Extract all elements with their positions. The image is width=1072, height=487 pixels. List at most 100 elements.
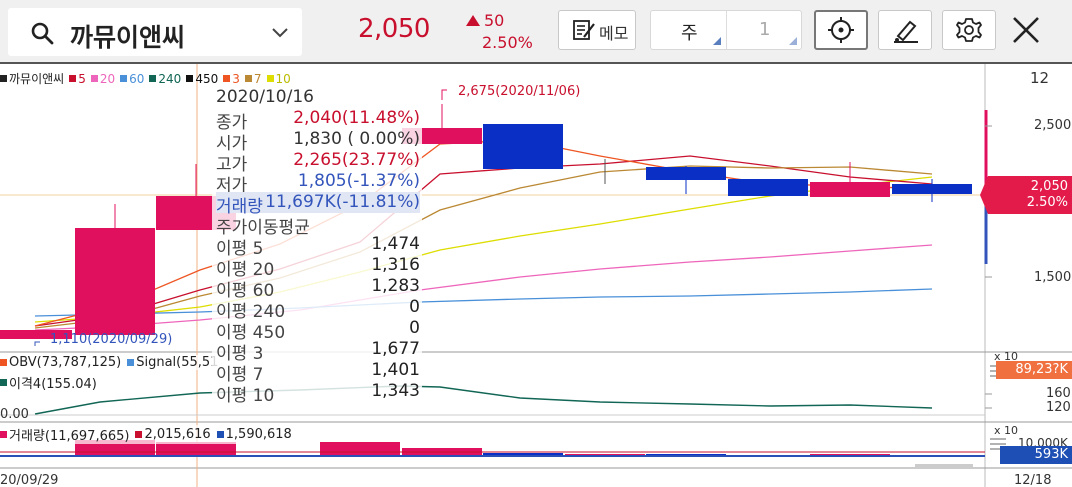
info-label: 이평 60 (216, 281, 275, 301)
info-label: 저가 (216, 176, 248, 196)
info-label: 고가 (216, 155, 248, 175)
obv-line (34, 385, 933, 415)
volume-ma-label: 1,590,618 (225, 427, 292, 442)
legend-ma: 10 (275, 71, 291, 86)
info-label: 이평 7 (216, 365, 264, 385)
period-selector: 주 1 (650, 10, 802, 50)
volume-ma-label: 2,015,616 (144, 427, 211, 442)
info-value: 11,697K(-11.81%) (265, 192, 420, 212)
price-tag-rate: 2.50% (1026, 195, 1068, 210)
draw-tool-button[interactable] (878, 10, 932, 50)
info-label: 이평 10 (216, 386, 275, 406)
info-row: 이평 7 1,401 (216, 360, 420, 385)
search-icon (31, 22, 54, 45)
low-annotation: 1,110(2020/09/29) (50, 332, 173, 347)
info-row: 이평 10 1,343 (216, 381, 420, 406)
stock-search-box[interactable]: 까뮤이앤씨 (8, 8, 302, 56)
candle-10 (892, 179, 972, 202)
top-toolbar: 까뮤이앤씨 2,050 50 2.50% 메모 주 1 (0, 0, 1072, 62)
info-value: 0 (409, 297, 420, 317)
price-change: 50 2.50% (464, 11, 544, 55)
candle-1 (0, 330, 72, 339)
obv-axis-160: 160 (1046, 386, 1071, 401)
volume-multiplier: x 10 (994, 424, 1019, 437)
candle-5 (483, 124, 563, 169)
info-row: 시가 1,830 ( 0.00%) (216, 129, 420, 154)
candle-2 (75, 204, 155, 335)
current-price-tag: 2,050 2.50% (988, 176, 1072, 214)
crosshair-info-panel: 2020/10/16 종가 2,040(11.48%) 시가 1,830 ( 0.00… (212, 87, 422, 406)
legend-ma: 7 (253, 71, 262, 86)
crosshair-icon (828, 17, 854, 43)
info-label: 거래량 (216, 197, 263, 217)
info-value: 2,265(23.77%) (293, 150, 420, 170)
info-row: 종가 2,040(11.48%) (216, 108, 420, 133)
price-tag-value: 2,050 (1030, 179, 1068, 194)
stock-chart[interactable]: 까뮤이앤씨 5 20 60 240 450 3 7 10 2,675(2020/… (0, 62, 1072, 487)
obv-legend: OBV(73,787,125) Signal(55,51 (0, 355, 219, 370)
change-rate: 2.50% (482, 33, 533, 52)
info-label: 이평 450 (216, 323, 286, 343)
volume-bar (320, 442, 400, 456)
gear-icon (956, 18, 982, 42)
candle-9 (810, 162, 890, 197)
ma-7-line (34, 165, 933, 329)
info-date: 2020/10/16 (216, 87, 314, 107)
close-icon[interactable] (1010, 14, 1042, 46)
period-unit-label: 주 (681, 23, 698, 44)
memo-button[interactable]: 메모 (558, 10, 636, 50)
ma-legend: 까뮤이앤씨 5 20 60 240 450 3 7 10 (0, 70, 291, 87)
ma-60-line (34, 288, 933, 317)
axis-label-2500: 2,500 (1034, 118, 1072, 133)
obv-zero-label: 0.00 (0, 407, 29, 422)
high-annotation: 2,675(2020/11/06) (458, 84, 581, 99)
ma-20-line (34, 244, 933, 331)
candle-7 (646, 166, 726, 194)
period-count-button[interactable]: 1 (727, 11, 803, 49)
period-unit-button[interactable]: 주 (651, 11, 727, 49)
obv-multiplier: x 10 (994, 350, 1019, 363)
info-value: 2,040(11.48%) (293, 108, 420, 128)
obv-axis-120: 120 (1046, 400, 1071, 415)
info-row: 고가 2,265(23.77%) (216, 150, 420, 175)
volume-bar (156, 442, 236, 456)
info-row: 이평 450 0 (216, 318, 420, 343)
settings-button[interactable] (942, 10, 996, 50)
disparity-label: 이격4(155.04) (9, 377, 97, 392)
info-value: 1,343 (371, 381, 420, 401)
dropdown-corner-icon (789, 37, 797, 45)
date-start: 20/09/29 (0, 473, 59, 487)
info-value: 0 (409, 318, 420, 338)
info-label: 이평 240 (216, 302, 286, 322)
info-label: 종가 (216, 113, 248, 133)
dropdown-corner-icon (713, 37, 721, 45)
period-count-label: 1 (759, 19, 771, 40)
current-price: 2,050 (358, 14, 430, 44)
candle-4 (402, 104, 482, 144)
candle-8 (728, 179, 808, 196)
info-label: 주가이동평균 (216, 218, 310, 238)
pencil-icon (894, 20, 918, 43)
signal-label: Signal(55,51 (136, 355, 219, 370)
info-row: 이평 5 1,474 (216, 234, 420, 259)
legend-ma: 5 (78, 71, 86, 86)
crosshair-button[interactable] (814, 10, 868, 50)
info-label: 이평 5 (216, 239, 264, 259)
axis-top-label: 12 (1030, 69, 1050, 87)
chart-canvas (0, 64, 1072, 487)
info-value: 1,474 (371, 234, 420, 254)
info-value: 1,677 (371, 339, 420, 359)
info-label: 이평 20 (216, 260, 275, 280)
memo-icon (573, 20, 595, 40)
chevron-down-icon[interactable] (270, 26, 290, 40)
axis-label-1500: 1,500 (1034, 270, 1072, 285)
obv-label: OBV(73,787,125) (9, 355, 122, 370)
legend-ma: 20 (99, 71, 116, 86)
volume-legend: 거래량(11,697,665) 2,015,616 1,590,618 (0, 425, 292, 444)
info-value: 1,805(-1.37%) (297, 171, 420, 191)
info-row: 이평 3 1,677 (216, 339, 420, 364)
legend-ma: 240 (158, 71, 182, 86)
memo-label: 메모 (599, 24, 629, 43)
info-row: 이평 60 1,283 (216, 276, 420, 301)
info-row: 이평 20 1,316 (216, 255, 420, 280)
